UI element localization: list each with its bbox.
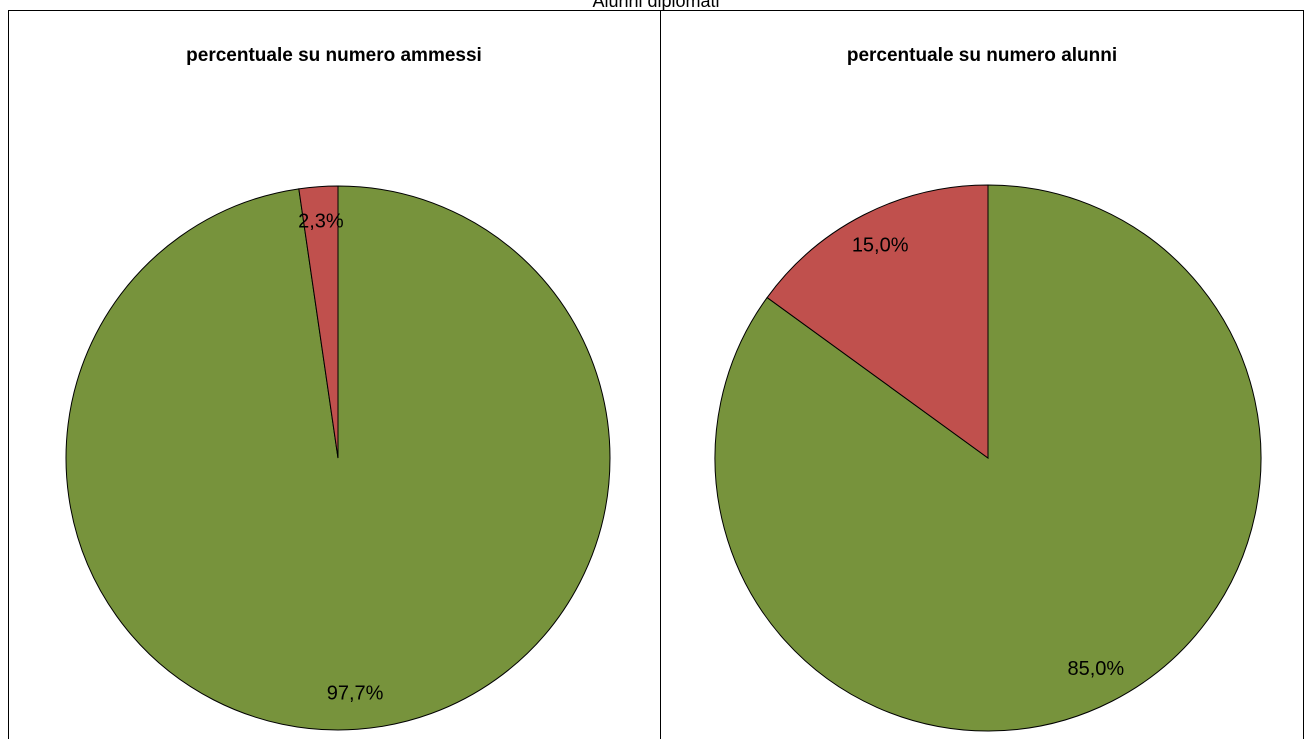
data-label: 97,7%: [327, 682, 384, 704]
pie-slice: [766, 184, 989, 459]
chart-title: percentuale su numero ammessi: [186, 45, 482, 66]
chart-title: percentuale su numero alunni: [847, 45, 1117, 66]
data-label: 2,3%: [298, 210, 344, 232]
page-title: Alunni diplomati: [592, 0, 719, 11]
pie-slice: [298, 185, 339, 459]
data-label: 85,0%: [1067, 658, 1124, 680]
data-label: 15,0%: [852, 235, 909, 257]
panel: [660, 10, 1304, 739]
